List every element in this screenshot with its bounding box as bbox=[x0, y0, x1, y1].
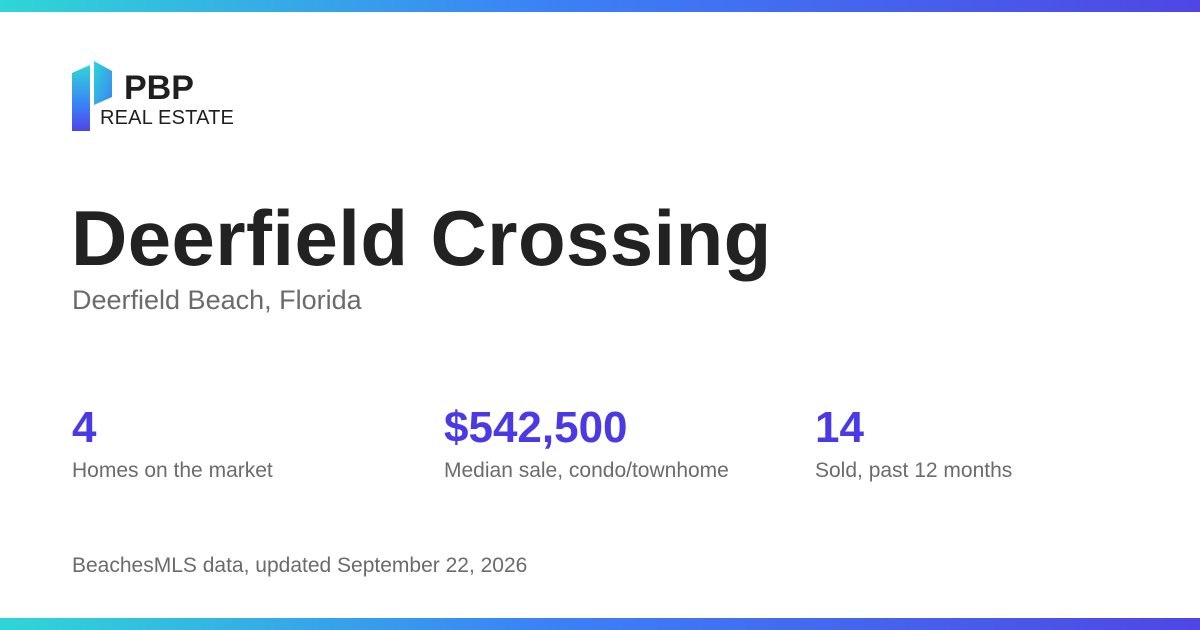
brand-subtitle: REAL ESTATE bbox=[100, 107, 235, 129]
stat-sold-past-12-months: 14 Sold, past 12 months bbox=[815, 402, 1012, 484]
stat-median-sale: $542,500 Median sale, condo/townhome bbox=[444, 402, 729, 484]
page-title: Deerfield Crossing bbox=[71, 194, 772, 282]
stat-label: Sold, past 12 months bbox=[815, 459, 1013, 482]
bottom-gradient-bar bbox=[0, 618, 1200, 630]
stat-value: 4 bbox=[72, 403, 97, 452]
brand-logo: PBP REAL ESTATE bbox=[72, 61, 292, 133]
top-gradient-bar bbox=[0, 0, 1200, 12]
stat-label: Homes on the market bbox=[72, 459, 273, 482]
location-subtitle: Deerfield Beach, Florida bbox=[72, 285, 362, 315]
data-source-footnote: BeachesMLS data, updated September 22, 2… bbox=[72, 554, 528, 577]
brand-name: PBP bbox=[124, 69, 194, 107]
stat-value: 14 bbox=[815, 403, 864, 452]
stat-homes-on-market: 4 Homes on the market bbox=[72, 402, 273, 484]
stat-label: Median sale, condo/townhome bbox=[444, 459, 729, 482]
pbp-logo-icon bbox=[72, 61, 112, 131]
stat-value: $542,500 bbox=[444, 403, 628, 452]
